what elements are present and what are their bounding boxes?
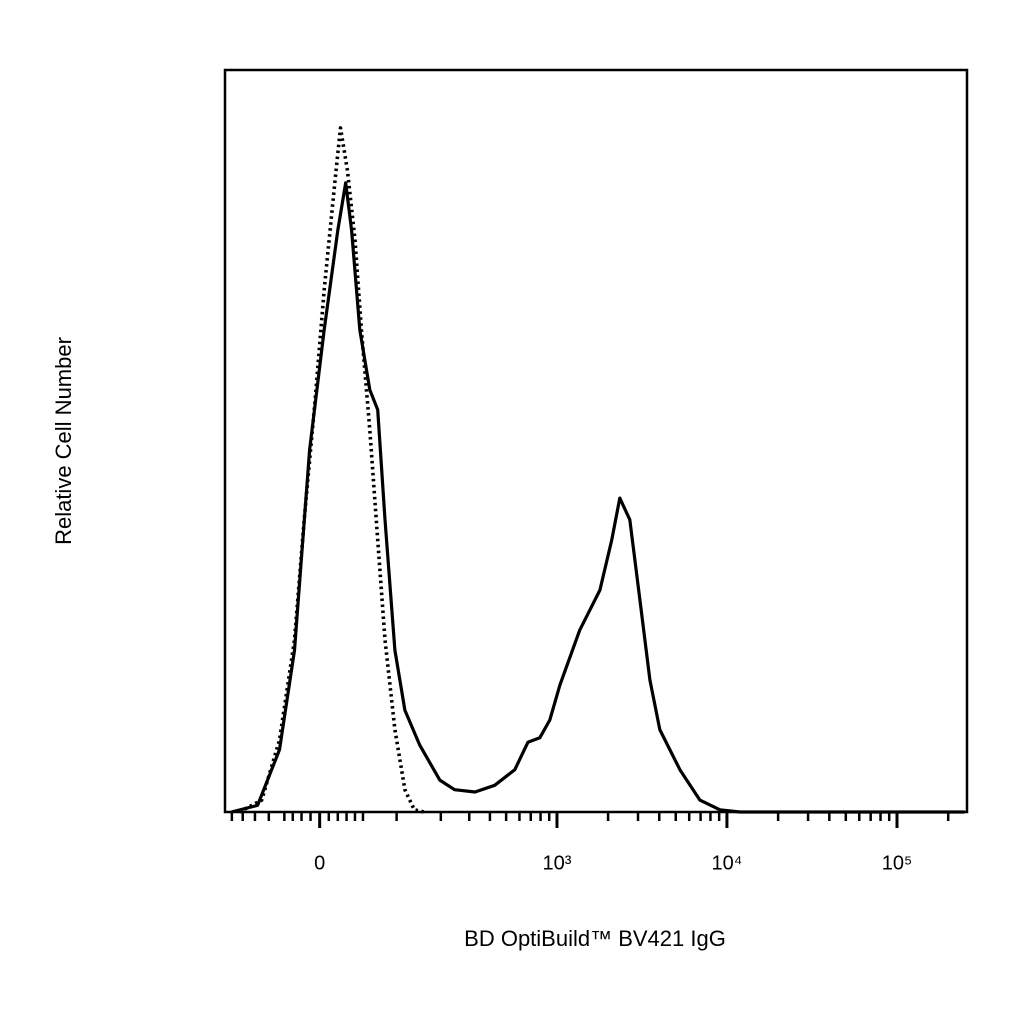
histogram-line (231, 181, 965, 814)
x-tick-label: 10³ (543, 852, 572, 874)
x-tick-label: 0 (314, 852, 325, 874)
x-tick-label: 10⁵ (882, 852, 913, 874)
x-axis-label: BD OptiBuild™ BV421 IgG (464, 926, 726, 951)
x-tick-label: 10⁴ (712, 852, 743, 874)
histogram-line (238, 126, 425, 814)
y-axis-label: Relative Cell Number (51, 337, 76, 545)
plot-frame (223, 68, 969, 814)
